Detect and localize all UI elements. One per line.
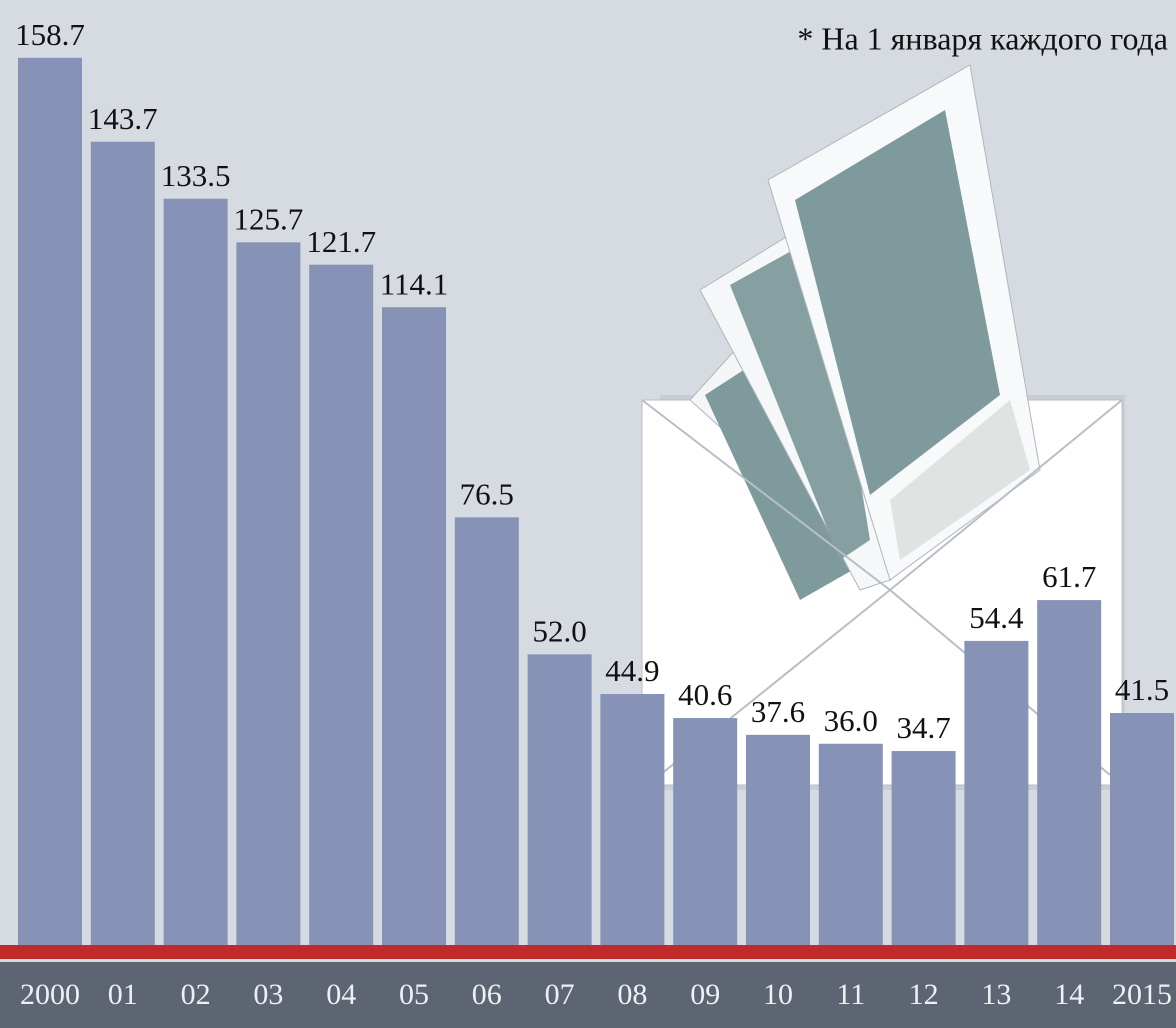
bar [673,718,737,945]
bar [18,58,82,945]
value-label: 36.0 [824,703,878,738]
x-tick-label: 03 [253,978,283,1011]
x-tick-label: 07 [545,978,575,1011]
bar [1037,600,1101,945]
x-tick-label: 10 [763,978,793,1011]
bar [892,751,956,945]
baseline [0,945,1176,959]
value-label: 143.7 [88,101,158,136]
x-tick-label: 06 [472,978,502,1011]
value-label: 133.5 [161,158,231,193]
x-tick-label: 11 [836,978,865,1011]
bar [382,307,446,945]
bar [964,641,1028,945]
bar [819,744,883,945]
bar [309,265,373,945]
value-label: 158.7 [15,17,85,52]
x-tick-label: 13 [981,978,1011,1011]
value-label: 121.7 [306,224,376,259]
bar [746,735,810,945]
value-label: 61.7 [1042,559,1096,594]
value-label: 76.5 [460,476,514,511]
page: * На 1 января каждого года 158.7 2000 143.… [0,0,1176,1028]
value-label: 44.9 [605,653,659,688]
bar [600,694,664,945]
x-tick-label: 05 [399,978,429,1011]
x-tick-label: 2015 [1112,978,1172,1011]
x-tick-label: 09 [690,978,720,1011]
x-tick-label: 01 [108,978,138,1011]
bar [236,242,300,945]
value-label: 52.0 [532,613,586,648]
x-tick-label: 12 [909,978,939,1011]
bar [164,199,228,945]
x-tick-label: 14 [1054,978,1084,1011]
bar [528,654,592,945]
value-label: 37.6 [751,694,805,729]
bar [91,142,155,945]
x-tick-label: 2000 [20,978,80,1011]
value-label: 34.7 [896,710,950,745]
value-label: 40.6 [678,677,732,712]
x-tick-label: 08 [617,978,647,1011]
annotation: * На 1 января каждого года [797,20,1168,56]
value-label: 114.1 [380,266,449,301]
chart: * На 1 января каждого года 158.7 2000 143.… [0,0,1176,1028]
value-label: 54.4 [969,600,1024,635]
value-label: 125.7 [234,201,304,236]
x-tick-label: 02 [181,978,211,1011]
value-label: 41.5 [1115,672,1169,707]
bar [1110,713,1174,945]
x-tick-label: 04 [326,978,356,1011]
bar [455,517,519,945]
